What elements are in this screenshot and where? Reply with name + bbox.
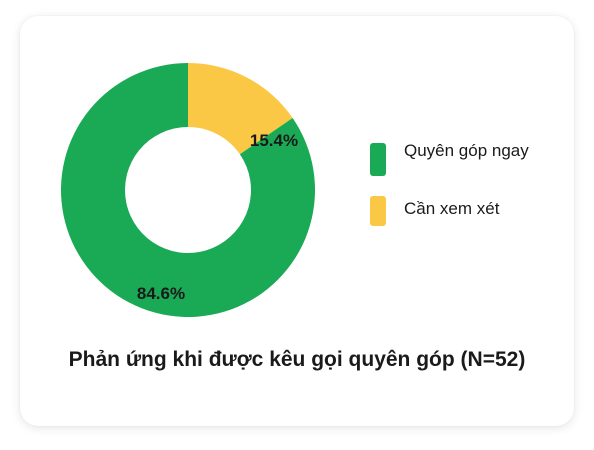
chart-card: 84.6% 15.4% Quyên góp ngay Cần xem xét P… — [20, 16, 574, 426]
data-label-can-xem-xet: 15.4% — [250, 131, 298, 150]
legend-item-can-xem-xet: Cần xem xét — [370, 198, 570, 226]
legend-label-quyen-gop-ngay: Quyên góp ngay — [404, 140, 534, 161]
data-label-quyen-gop-ngay: 84.6% — [137, 284, 185, 303]
legend-item-quyen-gop-ngay: Quyên góp ngay — [370, 140, 570, 176]
chart-title: Phản ứng khi được kêu gọi quyên góp (N=5… — [20, 348, 574, 372]
legend-label-can-xem-xet: Cần xem xét — [404, 198, 534, 219]
legend-swatch-yellow — [370, 196, 386, 226]
legend-swatch-green — [370, 143, 386, 176]
legend: Quyên góp ngay Cần xem xét — [370, 140, 570, 248]
